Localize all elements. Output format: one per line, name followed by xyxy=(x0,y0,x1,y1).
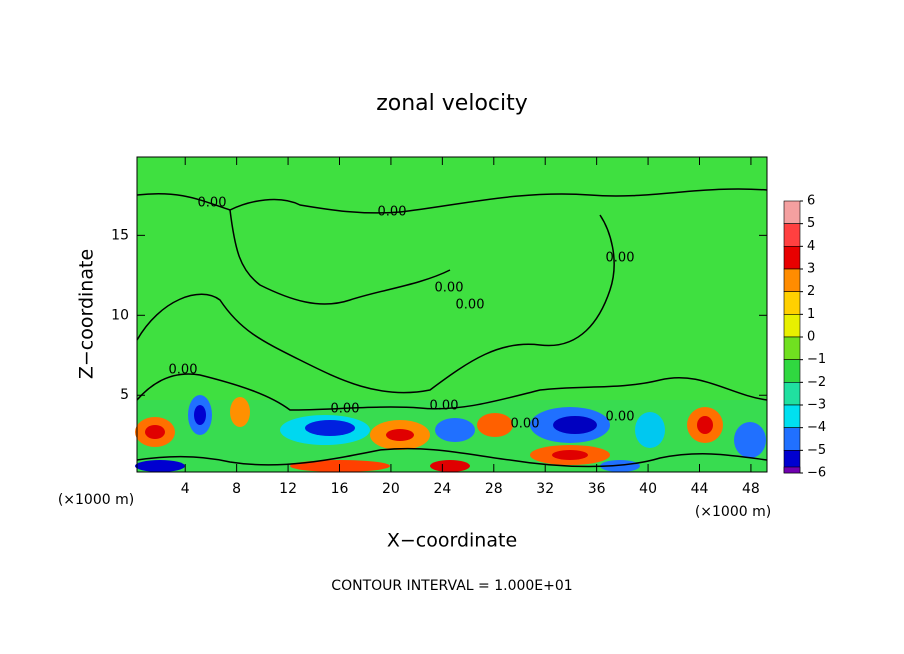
colorbar-cell xyxy=(783,291,801,315)
y-tick-label: 15 xyxy=(111,227,129,243)
footer: CONTOUR INTERVAL = 1.000E+01 xyxy=(331,578,572,594)
colorbar-cell xyxy=(783,268,801,292)
contour-label: 0.00 xyxy=(435,281,464,296)
x-tick-label: 20 xyxy=(382,481,400,497)
colorbar-tick-label: −6 xyxy=(807,466,826,481)
colorbar-tick-label: 6 xyxy=(807,194,815,209)
colorbar-cell xyxy=(783,200,801,224)
y-unit-label: (×1000 m) xyxy=(58,492,134,508)
colorbar-cell xyxy=(783,466,801,474)
contour-lines xyxy=(136,188,768,468)
contour-label: 0.00 xyxy=(456,298,485,313)
colorbar-tick-label: 3 xyxy=(807,262,815,277)
colorbar-tick-label: −5 xyxy=(807,443,826,458)
colorbar-cell xyxy=(783,382,801,406)
plot-frame xyxy=(136,156,768,473)
contour-label: 0.00 xyxy=(198,196,227,211)
x-tick-label: 24 xyxy=(433,481,451,497)
colorbar-tick-label: −1 xyxy=(807,352,826,367)
chart-title: zonal velocity xyxy=(376,91,528,116)
x-tick-label: 12 xyxy=(279,481,297,497)
contour-label: 0.00 xyxy=(511,417,540,432)
colorbar-tick-label: −3 xyxy=(807,398,826,413)
colorbar-cell xyxy=(783,427,801,451)
colorbar-cell xyxy=(783,336,801,360)
colorbar-tick-label: −4 xyxy=(807,420,826,435)
colorbar-tick-label: 2 xyxy=(807,284,815,299)
colorbar-tick-label: 4 xyxy=(807,239,815,254)
colorbar-cell xyxy=(783,359,801,383)
y-tick-label: 5 xyxy=(120,387,129,403)
colorbar-cell xyxy=(783,314,801,338)
contour-label: 0.00 xyxy=(331,402,360,417)
x-unit-label: (×1000 m) xyxy=(695,504,771,520)
contour-label: 0.00 xyxy=(378,205,407,220)
y-axis-label: Z−coordinate xyxy=(76,249,98,379)
colorbar-cell xyxy=(783,404,801,428)
contour-label: 0.00 xyxy=(430,399,459,414)
x-tick-label: 48 xyxy=(742,481,760,497)
x-tick-label: 44 xyxy=(691,481,709,497)
colorbar-tick-label: 0 xyxy=(807,330,815,345)
contour-label: 0.00 xyxy=(606,410,635,425)
x-axis-label: X−coordinate xyxy=(387,530,517,552)
colorbar-cell xyxy=(783,246,801,270)
x-tick-label: 36 xyxy=(588,481,606,497)
x-tick-label: 32 xyxy=(536,481,554,497)
colorbar-tick-label: −2 xyxy=(807,375,826,390)
contour-label: 0.00 xyxy=(169,363,198,378)
x-tick-label: 8 xyxy=(232,481,241,497)
y-tick-label: 10 xyxy=(111,307,129,323)
x-tick-label: 4 xyxy=(181,481,190,497)
colorbar-tick-label: 1 xyxy=(807,307,815,322)
colorbar-tick-label: 5 xyxy=(807,216,815,231)
field xyxy=(135,157,767,472)
x-tick-label: 40 xyxy=(639,481,657,497)
x-tick-label: 16 xyxy=(331,481,349,497)
colorbar-cell xyxy=(783,223,801,247)
x-tick-label: 28 xyxy=(485,481,503,497)
contour-label: 0.00 xyxy=(606,251,635,266)
